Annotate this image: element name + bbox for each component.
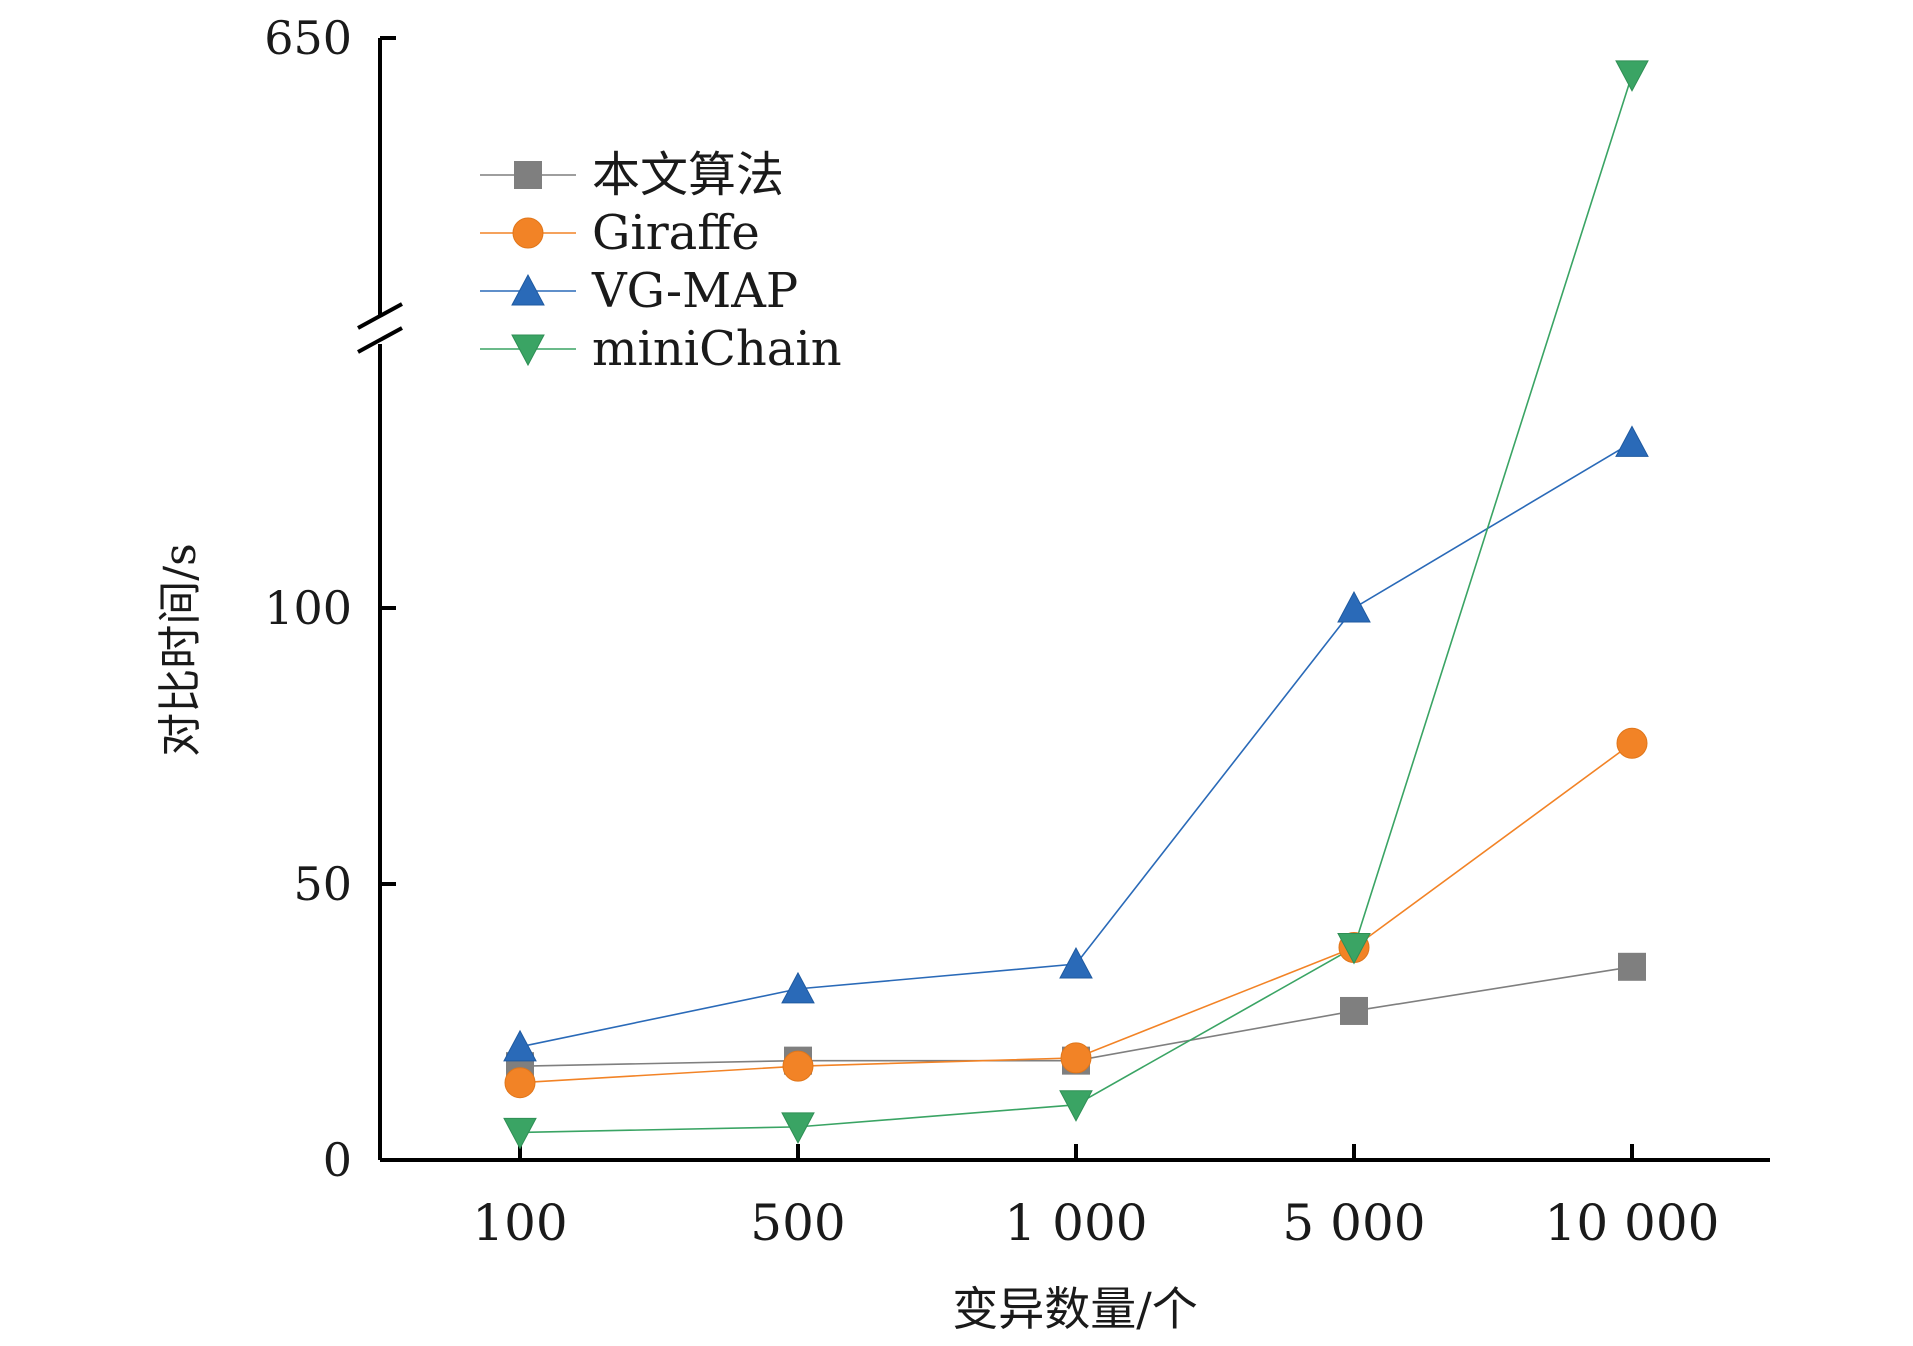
axes	[357, 36, 1770, 1162]
series-line	[519, 742, 1633, 1084]
y-tick-label: 50	[293, 857, 352, 911]
legend-label: VG-MAP	[591, 263, 798, 319]
y-axis-label-group: 对比时间/s	[155, 543, 206, 756]
legend-label: miniChain	[592, 321, 842, 377]
data-point	[1060, 1042, 1092, 1074]
data-point	[1615, 60, 1649, 92]
data-point	[781, 971, 815, 1004]
data-point	[781, 1112, 815, 1144]
data-point	[504, 1067, 536, 1099]
data-point	[1616, 727, 1648, 759]
axis-break-mark	[357, 326, 403, 354]
data-point	[1059, 1090, 1093, 1122]
data-point	[1337, 932, 1371, 965]
tick-labels: 0 50 100 650 100 500 1 000 5 000 10 000	[264, 11, 1719, 1252]
legend-label: 本文算法	[592, 147, 784, 203]
y-tick-label: 100	[264, 581, 352, 635]
y-tick-label: 0	[323, 1133, 352, 1187]
data-point	[1337, 590, 1371, 623]
legend-marker	[514, 161, 542, 189]
data-point	[1059, 946, 1093, 979]
data-point	[782, 1050, 814, 1082]
data-point	[1615, 425, 1649, 457]
x-tick-label: 10 000	[1545, 1194, 1720, 1252]
x-tick-label: 100	[472, 1194, 567, 1252]
data-point	[1618, 952, 1646, 981]
plot-area	[503, 60, 1649, 1150]
legend-marker	[511, 334, 545, 367]
axis-break-mark	[357, 302, 403, 330]
y-axis-label: 对比时间/s	[155, 543, 206, 756]
x-tick-label: 1 000	[1004, 1194, 1147, 1252]
y-tick-label: 650	[264, 11, 352, 65]
legend-marker	[512, 217, 544, 249]
data-point	[503, 1117, 537, 1150]
legend-marker	[511, 273, 545, 306]
x-tick-label: 500	[750, 1194, 845, 1252]
legend-label: Giraffe	[592, 205, 760, 261]
x-axis-label: 变异数量/个	[952, 1282, 1198, 1336]
data-point	[503, 1029, 537, 1062]
data-point	[1340, 996, 1368, 1025]
x-tick-label: 5 000	[1282, 1194, 1425, 1252]
